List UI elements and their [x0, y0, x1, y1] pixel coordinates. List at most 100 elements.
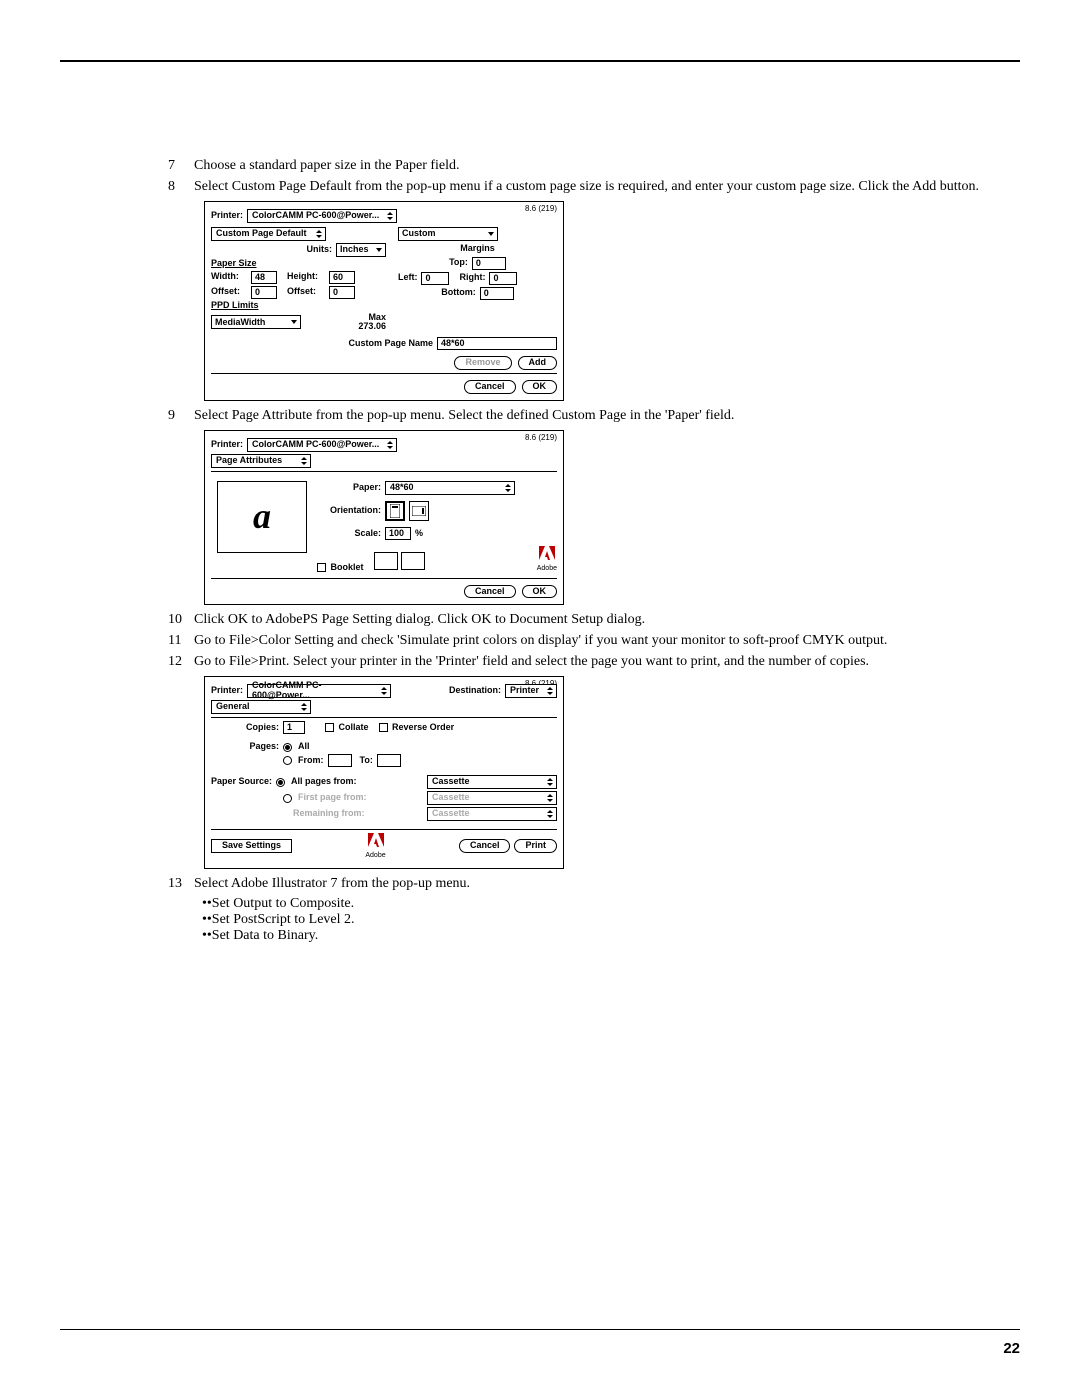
units-dropdown[interactable]: Inches	[336, 243, 386, 257]
mode-dropdown[interactable]: General	[211, 700, 311, 714]
print-dialog: 8.6 (219) Printer: ColorCAMM PC-600@Powe…	[204, 676, 564, 868]
dialog-version: 8.6 (219)	[525, 434, 557, 443]
page-preview: a	[217, 481, 307, 553]
mode-dropdown[interactable]: Custom Page Default	[211, 227, 326, 241]
max-label: Max 273.06	[305, 313, 386, 333]
firstpage-label: First page from:	[298, 793, 367, 803]
printer-dropdown[interactable]: ColorCAMM PC-600@Power...	[247, 209, 397, 223]
bullet: •Set Data to Binary.	[202, 928, 1010, 944]
step-12: 12 Go to File>Print. Select your printer…	[168, 653, 1010, 672]
printer-dropdown[interactable]: ColorCAMM PC-600@Power...	[247, 684, 391, 698]
page-footer: 22	[60, 1329, 1020, 1357]
papersize-title: Paper Size	[211, 259, 386, 269]
firstpage-radio[interactable]	[283, 794, 292, 803]
step-text: Click OK to AdobePS Page Setting dialog.…	[194, 611, 1010, 630]
copies-label: Copies:	[235, 723, 279, 733]
printer-dropdown[interactable]: ColorCAMM PC-600@Power...	[247, 438, 397, 452]
pages-all-radio[interactable]	[283, 743, 292, 752]
pages-label: Pages:	[235, 742, 279, 752]
instruction-list: 7 Choose a standard paper size in the Pa…	[168, 157, 1010, 197]
step-text: Go to File>Color Setting and check 'Simu…	[194, 632, 1010, 651]
to-field[interactable]	[377, 754, 401, 767]
allpages-radio[interactable]	[276, 778, 285, 787]
portrait-button[interactable]	[385, 501, 405, 521]
from-field[interactable]	[328, 754, 352, 767]
booklet-opt2[interactable]	[401, 552, 425, 570]
cpn-field[interactable]: 48*60	[437, 337, 557, 350]
cancel-button[interactable]: Cancel	[464, 380, 516, 394]
booklet-label: Booklet	[331, 562, 364, 572]
step-number: 9	[168, 407, 194, 426]
mode-dropdown[interactable]: Page Attributes	[211, 454, 311, 468]
adobe-icon	[539, 546, 555, 562]
scale-pct: %	[415, 529, 423, 539]
landscape-button[interactable]	[409, 501, 429, 521]
units-label: Units:	[306, 245, 332, 255]
step-10: 10 Click OK to AdobePS Page Setting dial…	[168, 611, 1010, 630]
remove-button[interactable]: Remove	[454, 356, 511, 370]
step-text: Select Adobe Illustrator 7 from the pop-…	[194, 875, 1010, 894]
from-label: From:	[298, 756, 324, 766]
page-number: 22	[1003, 1340, 1020, 1357]
orientation-label: Orientation:	[317, 506, 381, 516]
step-8: 8 Select Custom Page Default from the po…	[168, 178, 1010, 197]
step-text: Choose a standard paper size in the Pape…	[194, 157, 1010, 176]
width-field[interactable]: 48	[251, 271, 277, 284]
custom-page-dialog: 8.6 (219) Printer: ColorCAMM PC-600@Powe…	[204, 201, 564, 401]
allpages-dropdown[interactable]: Cassette	[427, 775, 557, 789]
step-number: 10	[168, 611, 194, 630]
all-label: All	[298, 742, 310, 752]
booklet-opt1[interactable]	[374, 552, 398, 570]
bottom-field[interactable]: 0	[480, 287, 514, 300]
offset2-field[interactable]: 0	[329, 286, 355, 299]
top-rule	[60, 60, 1020, 62]
papersource-label: Paper Source:	[211, 777, 272, 787]
firstpage-dropdown: Cassette	[427, 791, 557, 805]
scale-field[interactable]: 100	[385, 527, 411, 540]
cancel-button[interactable]: Cancel	[464, 585, 516, 599]
left-field[interactable]: 0	[421, 272, 449, 285]
allpages-label: All pages from:	[291, 777, 357, 787]
remaining-label: Remaining from:	[293, 809, 365, 819]
dialog-version: 8.6 (219)	[525, 205, 557, 214]
top-field[interactable]: 0	[472, 257, 506, 270]
paper-label: Paper:	[317, 483, 381, 493]
ppd-dropdown[interactable]: MediaWidth	[211, 315, 301, 329]
remaining-dropdown: Cassette	[427, 807, 557, 821]
collate-checkbox[interactable]	[325, 723, 334, 732]
right-field[interactable]: 0	[489, 272, 517, 285]
copies-field[interactable]: 1	[283, 721, 305, 734]
offset2-label: Offset:	[287, 287, 325, 297]
offset-field[interactable]: 0	[251, 286, 277, 299]
bullet: •Set PostScript to Level 2.	[202, 912, 1010, 928]
to-label: To:	[360, 756, 373, 766]
step-number: 8	[168, 178, 194, 197]
booklet-checkbox[interactable]	[317, 563, 326, 572]
step-text: Select Page Attribute from the pop-up me…	[194, 407, 1010, 426]
print-button[interactable]: Print	[514, 839, 557, 853]
step-number: 12	[168, 653, 194, 672]
save-settings-button[interactable]: Save Settings	[211, 839, 292, 853]
paper-dropdown[interactable]: 48*60	[385, 481, 515, 495]
cancel-button[interactable]: Cancel	[459, 839, 511, 853]
adobe-label: Adobe	[537, 565, 557, 573]
step-number: 7	[168, 157, 194, 176]
width-label: Width:	[211, 272, 247, 282]
document-content: 7 Choose a standard paper size in the Pa…	[60, 157, 1020, 944]
step-13: 13 Select Adobe Illustrator 7 from the p…	[168, 875, 1010, 894]
step-number: 11	[168, 632, 194, 651]
pages-from-radio[interactable]	[283, 756, 292, 765]
offset-label: Offset:	[211, 287, 247, 297]
cpn-label: Custom Page Name	[348, 339, 433, 349]
add-button[interactable]: Add	[518, 356, 558, 370]
bottom-label: Bottom:	[441, 288, 476, 298]
printer-label: Printer:	[211, 440, 243, 450]
custom-dropdown[interactable]: Custom	[398, 227, 498, 241]
ok-button[interactable]: OK	[522, 585, 558, 599]
destination-dropdown[interactable]: Printer	[505, 684, 557, 698]
reverse-checkbox[interactable]	[379, 723, 388, 732]
ok-button[interactable]: OK	[522, 380, 558, 394]
collate-label: Collate	[339, 722, 369, 732]
top-label: Top:	[449, 258, 468, 268]
height-field[interactable]: 60	[329, 271, 355, 284]
